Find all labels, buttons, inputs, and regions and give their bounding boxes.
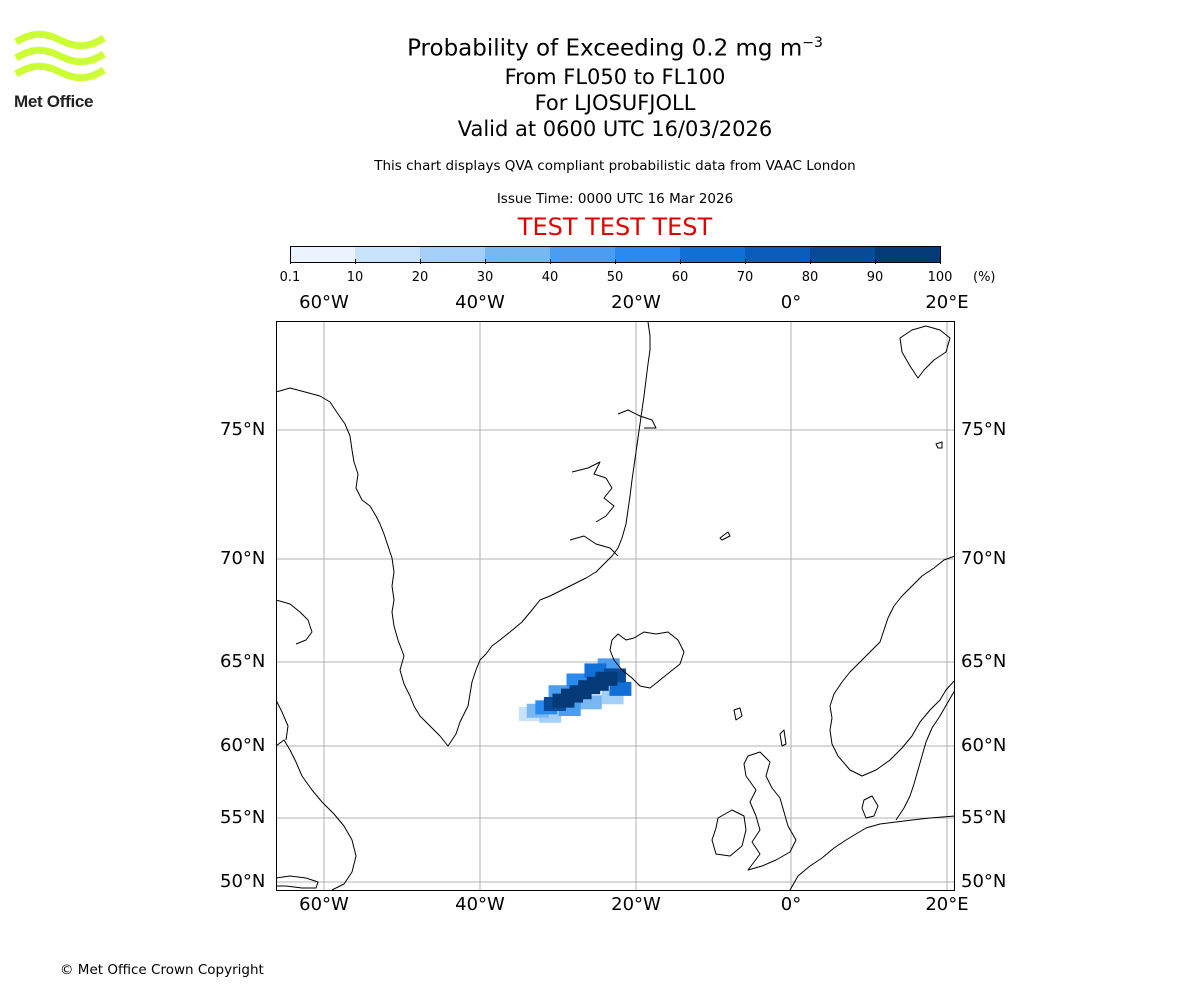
canada-mainland [276, 699, 289, 741]
colorbar-tick-label: 40 [541, 270, 559, 285]
denmark [861, 795, 879, 819]
map-panel [276, 321, 955, 891]
great-britain [743, 751, 797, 871]
iceland-coast [609, 631, 685, 689]
issue-time: Issue Time: 0000 UTC 16 Mar 2026 [496, 191, 734, 207]
latitude-label: 65°N [220, 651, 266, 672]
latitude-label: 55°N [220, 807, 266, 828]
met-office-wordmark: Met Office [14, 92, 94, 111]
title-block: Probability of Exceeding 0.2 mg m−3 From… [300, 28, 930, 142]
longitude-label: 20°E [925, 894, 969, 915]
latitude-label: 50°N [220, 871, 266, 892]
met-office-logo [14, 30, 106, 82]
plume-cell [595, 671, 618, 686]
chart-title: Probability of Exceeding 0.2 mg m−3 [300, 28, 930, 64]
latitude-label: 55°N [961, 807, 1007, 828]
coastlines [276, 321, 955, 891]
continental-europe [789, 815, 955, 891]
latitude-label: 60°N [220, 735, 266, 756]
colorbar-tick-label: 60 [671, 270, 689, 285]
colorbar-tick-label: 20 [411, 270, 429, 285]
logo-wave [14, 30, 106, 50]
greenland-fjord [571, 461, 615, 523]
scandinavia-coast [829, 555, 955, 777]
longitude-label: 40°W [455, 292, 505, 313]
valid-time: Valid at 0600 UTC 16/03/2026 [457, 116, 773, 141]
latitude-label: 65°N [961, 651, 1007, 672]
colorbar-cell [680, 246, 746, 263]
longitude-label: 20°W [611, 894, 661, 915]
latitude-label: 75°N [220, 419, 266, 440]
colorbar-tick-label: 10 [346, 270, 364, 285]
colorbar-tick-label: 70 [736, 270, 754, 285]
disclaimer-text: This chart displays QVA compliant probab… [374, 158, 856, 174]
test-banner: TEST TEST TEST [517, 213, 713, 241]
longitude-label: 60°W [299, 292, 349, 313]
chart-title-main: Probability of Exceeding 0.2 mg m [407, 35, 803, 62]
colorbar-cell [550, 246, 616, 263]
logo-wave [14, 46, 106, 66]
colorbar-cell [745, 246, 811, 263]
newfoundland [276, 875, 319, 889]
colorbar-tick-label: 50 [606, 270, 624, 285]
greenland-island [617, 409, 657, 429]
latitude-label: 70°N [961, 548, 1007, 569]
colorbar-tick-label: 90 [866, 270, 884, 285]
colorbar-cell [615, 246, 681, 263]
longitude-label: 20°E [925, 292, 969, 313]
gridlines [276, 321, 955, 891]
colorbar-cell [290, 246, 356, 263]
latitude-label: 70°N [220, 548, 266, 569]
longitude-label: 60°W [299, 894, 349, 915]
map-frame [276, 321, 955, 891]
latitude-label: 50°N [961, 871, 1007, 892]
ireland [711, 809, 747, 857]
colorbar-tick-label: 30 [476, 270, 494, 285]
flight-level-range: From FL050 to FL100 [504, 64, 726, 89]
labrador-coast [276, 739, 357, 891]
longitude-label: 0° [780, 292, 802, 313]
bear-island [935, 441, 943, 449]
chart-title-exponent: −3 [802, 35, 823, 51]
shetland [779, 729, 787, 747]
colorbar-tick-label: 80 [801, 270, 819, 285]
latitude-label: 75°N [961, 419, 1007, 440]
canada-baffin-coast [276, 599, 313, 645]
longitude-label: 40°W [455, 894, 505, 915]
jan-mayen [719, 531, 731, 541]
greenland-coast [276, 321, 651, 747]
svalbard [899, 325, 951, 379]
colorbar-cell [355, 246, 421, 263]
colorbar-cell [485, 246, 551, 263]
colorbar-cell [875, 246, 941, 263]
faroe-islands [733, 707, 743, 721]
latitude-label: 60°N [961, 735, 1007, 756]
colorbar-unit: (%) [973, 270, 996, 285]
volcano-name: For LJOSUFJOLL [534, 90, 696, 115]
greenland-fjord [569, 535, 619, 557]
longitude-label: 20°W [611, 292, 661, 313]
copyright-notice: © Met Office Crown Copyright [60, 962, 264, 978]
colorbar-tick-label: 0.1 [279, 270, 301, 285]
ash-probability-plume [518, 658, 632, 723]
colorbar [290, 246, 941, 264]
colorbar-tick-label: 100 [927, 270, 953, 285]
logo-wave [14, 62, 106, 82]
longitude-label: 0° [780, 894, 802, 915]
colorbar-cell [810, 246, 876, 263]
colorbar-cell [420, 246, 486, 263]
sweden-baltic [895, 689, 955, 821]
